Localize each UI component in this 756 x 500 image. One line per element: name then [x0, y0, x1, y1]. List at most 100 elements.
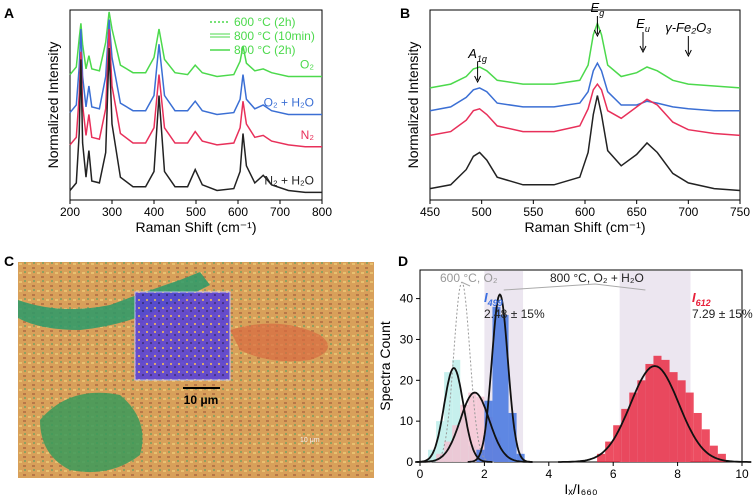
spectrum-line — [69, 47, 322, 194]
x-tick-label: 500 — [186, 205, 206, 219]
x-tick-label: 750 — [730, 205, 750, 219]
x-axis-label: Iₓ/I₆₆₀ — [564, 481, 598, 495]
x-tick-label: 200 — [60, 205, 80, 219]
arrow-head — [474, 75, 482, 84]
histogram-bar — [597, 453, 606, 462]
x-tick-label: 650 — [627, 205, 647, 219]
spectrum-line — [69, 11, 322, 78]
panel-letter: B — [400, 5, 410, 21]
watermark: 10 μm — [300, 437, 320, 444]
annotation-value: 7.29 ± 15% — [692, 307, 753, 321]
peak-label: A1g — [467, 46, 487, 64]
x-tick-label: 550 — [523, 205, 543, 219]
x-tick-label: 4 — [545, 467, 552, 481]
histogram-bar — [476, 449, 485, 462]
histogram-bar — [452, 359, 461, 462]
x-tick-label: 10 — [735, 467, 749, 481]
histogram-bar — [444, 441, 453, 462]
histogram-bar — [516, 453, 525, 462]
histogram-bar — [468, 392, 477, 462]
peak-label-main: E — [591, 0, 600, 15]
y-axis-label: Normalized Intensity — [405, 42, 421, 169]
annotation-label-sub: 499 — [487, 298, 503, 308]
peak-label-main: γ-Fe₂O₃ — [665, 20, 711, 35]
arrow-head — [639, 45, 647, 54]
histogram-bar — [621, 408, 630, 462]
peak-label-main: A — [467, 46, 477, 61]
arrow-head — [684, 49, 692, 58]
x-axis-label: Raman Shift (cm⁻¹) — [136, 219, 257, 235]
fit-curve — [416, 391, 533, 463]
series-label: O₂ + H₂O — [264, 96, 314, 110]
series-label: N₂ — [301, 128, 315, 142]
x-tick-label: 300 — [102, 205, 122, 219]
x-tick-label: 6 — [610, 467, 617, 481]
green-region — [40, 392, 143, 473]
y-tick-label: 40 — [400, 292, 414, 306]
scale-label: 10 μm — [184, 393, 219, 407]
spectrum-line — [69, 28, 322, 148]
histogram-bar — [476, 396, 485, 462]
peak-label: Eg — [591, 0, 605, 18]
y-axis-label: Spectra Count — [377, 321, 393, 411]
y-tick-label: 0 — [406, 455, 413, 469]
histogram-bar — [629, 392, 638, 462]
x-tick-label: 600 — [228, 205, 248, 219]
annotation-label-main: 600 °C, O₂ — [440, 271, 498, 285]
y-tick-label: 30 — [400, 332, 414, 346]
x-tick-label: 0 — [417, 467, 424, 481]
annotation-label-main: 800 °C, O₂ + H₂O — [550, 271, 644, 285]
histogram-bar — [717, 453, 726, 462]
histogram-bar — [508, 412, 517, 462]
histogram-bar — [709, 445, 718, 462]
histogram-bar — [484, 400, 493, 462]
panel-c-image: 10 μm 10 μm C — [4, 253, 374, 478]
leader-line — [461, 281, 471, 287]
peak-label-sub: u — [645, 24, 650, 34]
legend-label: 600 °C (2h) — [234, 15, 296, 29]
histogram-bar — [492, 306, 501, 462]
histogram-bar — [669, 372, 678, 462]
legend-label: 800 °C (10min) — [234, 29, 315, 43]
annotation-label: 600 °C, O₂ — [440, 271, 498, 285]
annotation-value: 2.48 ± 15% — [484, 307, 545, 321]
series-label: O₂ — [300, 58, 314, 72]
annotation-label: 800 °C, O₂ + H₂O — [550, 271, 644, 285]
red-region — [230, 323, 328, 362]
fit-curve — [467, 293, 533, 463]
y-axis-label: Normalized Intensity — [45, 42, 61, 169]
fit-curve — [558, 365, 752, 463]
histogram-bar — [693, 412, 702, 462]
x-tick-label: 400 — [144, 205, 164, 219]
annotation-label: I612 — [692, 290, 711, 308]
peak-label-sub: g — [599, 8, 604, 18]
x-tick-label: 500 — [472, 205, 492, 219]
x-tick-label: 8 — [674, 467, 681, 481]
panel-letter: A — [4, 5, 14, 21]
panel-letter: D — [398, 253, 408, 269]
spectrum-line — [429, 95, 741, 192]
histogram-bar — [605, 441, 614, 462]
map-area — [134, 291, 231, 381]
y-tick-label: 10 — [400, 414, 414, 428]
series-label: N₂ + H₂O — [264, 173, 314, 187]
x-tick-label: 600 — [575, 205, 595, 219]
x-tick-label: 2 — [481, 467, 488, 481]
annotation-label: I499 — [484, 290, 503, 308]
histogram-bar — [436, 421, 445, 462]
y-tick-label: 20 — [400, 373, 414, 387]
spectrum-line — [429, 61, 740, 112]
histogram-bar — [701, 429, 710, 462]
histogram-bar — [645, 363, 654, 462]
x-tick-label: 700 — [678, 205, 698, 219]
histogram-bar — [661, 359, 670, 462]
plot-frame — [429, 9, 741, 201]
histogram-bar — [653, 355, 662, 462]
histogram-bar — [637, 380, 646, 462]
peak-label: Eu — [636, 16, 650, 34]
x-tick-label: 700 — [270, 205, 290, 219]
spectrum-line — [69, 19, 322, 116]
annotation-label-main: I — [692, 290, 696, 305]
annotation-label-main: I — [484, 290, 488, 305]
